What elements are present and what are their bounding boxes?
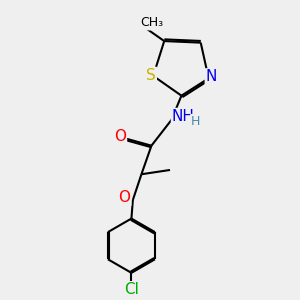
Text: N: N: [206, 69, 217, 84]
Text: O: O: [114, 129, 126, 144]
Text: CH₃: CH₃: [140, 16, 163, 29]
Text: H: H: [191, 115, 200, 128]
Text: S: S: [146, 68, 156, 83]
Text: NH: NH: [172, 109, 195, 124]
Text: O: O: [118, 190, 130, 205]
Text: Cl: Cl: [124, 283, 139, 298]
